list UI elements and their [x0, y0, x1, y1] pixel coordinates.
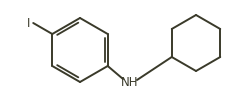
- Text: NH: NH: [121, 77, 138, 89]
- Text: I: I: [26, 16, 30, 30]
